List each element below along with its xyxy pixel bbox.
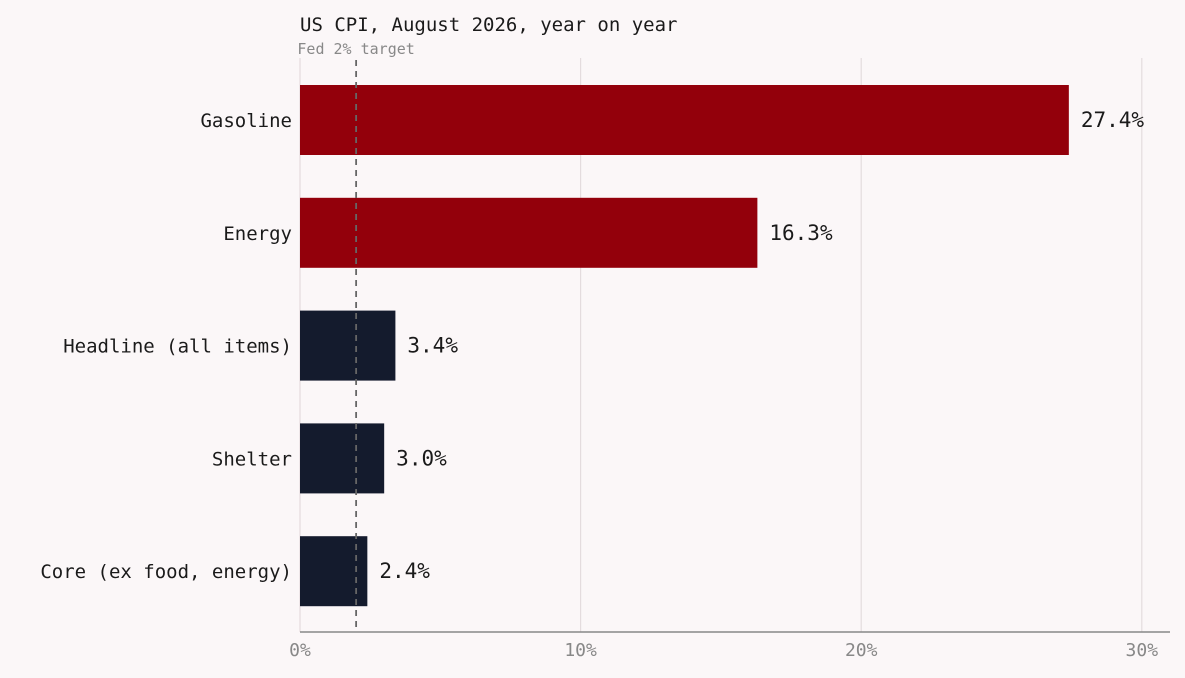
bar [300,536,368,607]
x-tick-label: 30% [1126,640,1159,661]
bar [300,85,1069,155]
bar [300,423,385,494]
bar [300,197,758,268]
category-label: Core (ex food, energy) [40,561,292,583]
x-tick-label: 20% [845,640,878,661]
bars [300,85,1069,607]
category-label: Headline (all items) [63,336,292,358]
value-label: 16.3% [769,221,833,245]
value-label: 3.4% [407,334,458,358]
category-label: Energy [223,223,292,245]
bar [300,310,396,381]
x-tick-label: 10% [564,640,597,661]
category-label: Shelter [212,448,292,470]
reference-line-label: Fed 2% target [297,40,414,58]
reference-line-group: Fed 2% target [297,40,415,632]
x-axis: 0% 10% 20% 30% [289,631,1170,661]
value-label: 27.4% [1081,108,1145,132]
value-label: 3.0% [396,446,447,470]
category-label: Gasoline [200,110,292,132]
x-tick-label: 0% [289,640,311,661]
value-label: 2.4% [379,559,430,583]
chart-title: US CPI, August 2026, year on year [300,14,678,36]
labels: Gasoline 27.4% Energy 16.3% Headline (all it… [40,108,1144,583]
